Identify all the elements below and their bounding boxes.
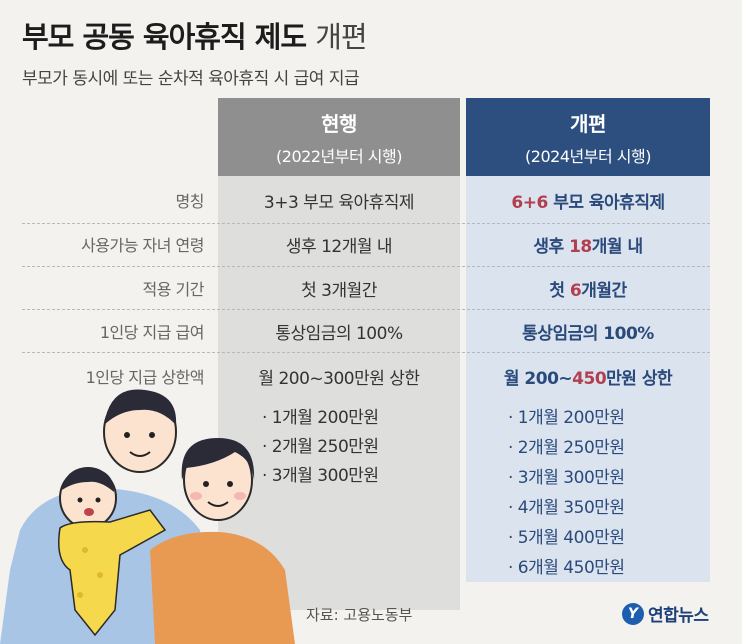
- row-label: 적용 기간: [142, 280, 205, 299]
- reform-value-highlight: 6: [569, 281, 582, 301]
- list-item: · 1개월 200만원: [262, 408, 379, 428]
- reform-value: 첫 6개월간: [466, 276, 710, 301]
- page-subtitle: 부모가 동시에 또는 순차적 육아휴직 시 급여 지급: [22, 69, 360, 89]
- row-divider: [22, 266, 710, 267]
- reform-value: 통상임금의 100%: [466, 319, 710, 344]
- reform-value-highlight: 6+6: [511, 193, 548, 213]
- table-row: 1인당 지급 상한액 월 200~300만원 상한 월 200~450만원 상한: [22, 364, 710, 389]
- reform-value-highlight: 18: [569, 237, 592, 257]
- current-value: 생후 12개월 내: [285, 237, 393, 257]
- row-divider: [22, 223, 710, 224]
- title-main: 부모 공동 육아휴직 제도: [22, 20, 307, 54]
- reform-column-subtitle: (2024년부터 시행): [525, 146, 651, 166]
- current-value: 통상임금의 100%: [275, 324, 403, 344]
- row-label: 1인당 지급 상한액: [85, 368, 205, 387]
- list-item: · 1개월 200만원: [508, 408, 625, 428]
- list-item: · 3개월 300만원: [262, 466, 379, 486]
- family-illustration: [0, 389, 295, 644]
- current-value: 3+3 부모 육아휴직제: [263, 193, 415, 213]
- title-light: 개편: [315, 20, 367, 54]
- current-column-title: 현행: [321, 111, 357, 136]
- yonhap-logo-text: 연합뉴스: [648, 606, 709, 626]
- reform-value-post: 부모 육아휴직제: [547, 193, 665, 213]
- row-label: 1인당 지급 급여: [99, 323, 205, 342]
- reform-value-pre: 통상임금의 100%: [522, 324, 654, 344]
- reform-value-post: 만원 상한: [606, 369, 673, 389]
- list-item: · 5개월 400만원: [508, 528, 625, 548]
- reform-value-pre: 월 200~: [503, 369, 573, 389]
- reform-cap-list: · 1개월 200만원 · 2개월 250만원 · 3개월 300만원 · 4개…: [508, 403, 625, 583]
- list-item: · 6개월 450만원: [508, 558, 625, 578]
- yonhap-logo-icon: Y: [622, 602, 644, 625]
- reform-value-post: 개월간: [581, 281, 627, 301]
- table-row: 명칭 3+3 부모 육아휴직제 6+6 부모 육아휴직제: [22, 188, 710, 213]
- list-item: · 4개월 350만원: [508, 498, 625, 518]
- reform-value-pre: 첫: [549, 281, 570, 301]
- reform-value: 6+6 부모 육아휴직제: [466, 188, 710, 213]
- list-item: · 3개월 300만원: [508, 468, 625, 488]
- current-column-header: 현행 (2022년부터 시행): [218, 98, 460, 176]
- current-value: 첫 3개월간: [301, 281, 377, 301]
- yonhap-logo: Y 연합뉴스: [622, 601, 709, 626]
- page-title: 부모 공동 육아휴직 제도 개편: [22, 14, 368, 56]
- reform-value: 생후 18개월 내: [466, 232, 710, 257]
- reform-value-highlight: 450: [572, 369, 607, 389]
- reform-column-title: 개편: [570, 111, 606, 136]
- reform-column-header: 개편 (2024년부터 시행): [466, 98, 710, 176]
- row-label: 사용가능 자녀 연령: [81, 236, 204, 255]
- current-column-background: [218, 176, 460, 610]
- table-row: 적용 기간 첫 3개월간 첫 6개월간: [22, 276, 710, 301]
- source-note: 자료: 고용노동부: [306, 606, 413, 624]
- list-item: · 2개월 250만원: [508, 438, 625, 458]
- table-row: 사용가능 자녀 연령 생후 12개월 내 생후 18개월 내: [22, 232, 710, 257]
- table-row: 1인당 지급 급여 통상임금의 100% 통상임금의 100%: [22, 319, 710, 344]
- current-column-subtitle: (2022년부터 시행): [276, 146, 402, 166]
- row-divider: [22, 309, 710, 310]
- reform-value: 월 200~450만원 상한: [466, 364, 710, 389]
- current-cap-list: · 1개월 200만원 · 2개월 250만원 · 3개월 300만원: [262, 403, 379, 490]
- row-label: 명칭: [175, 192, 205, 211]
- reform-column-background: [466, 176, 710, 582]
- list-item: · 2개월 250만원: [262, 437, 379, 457]
- reform-value-post: 개월 내: [591, 237, 643, 257]
- reform-value-pre: 생후: [533, 237, 570, 257]
- current-value: 월 200~300만원 상한: [258, 369, 420, 389]
- row-divider: [22, 352, 710, 353]
